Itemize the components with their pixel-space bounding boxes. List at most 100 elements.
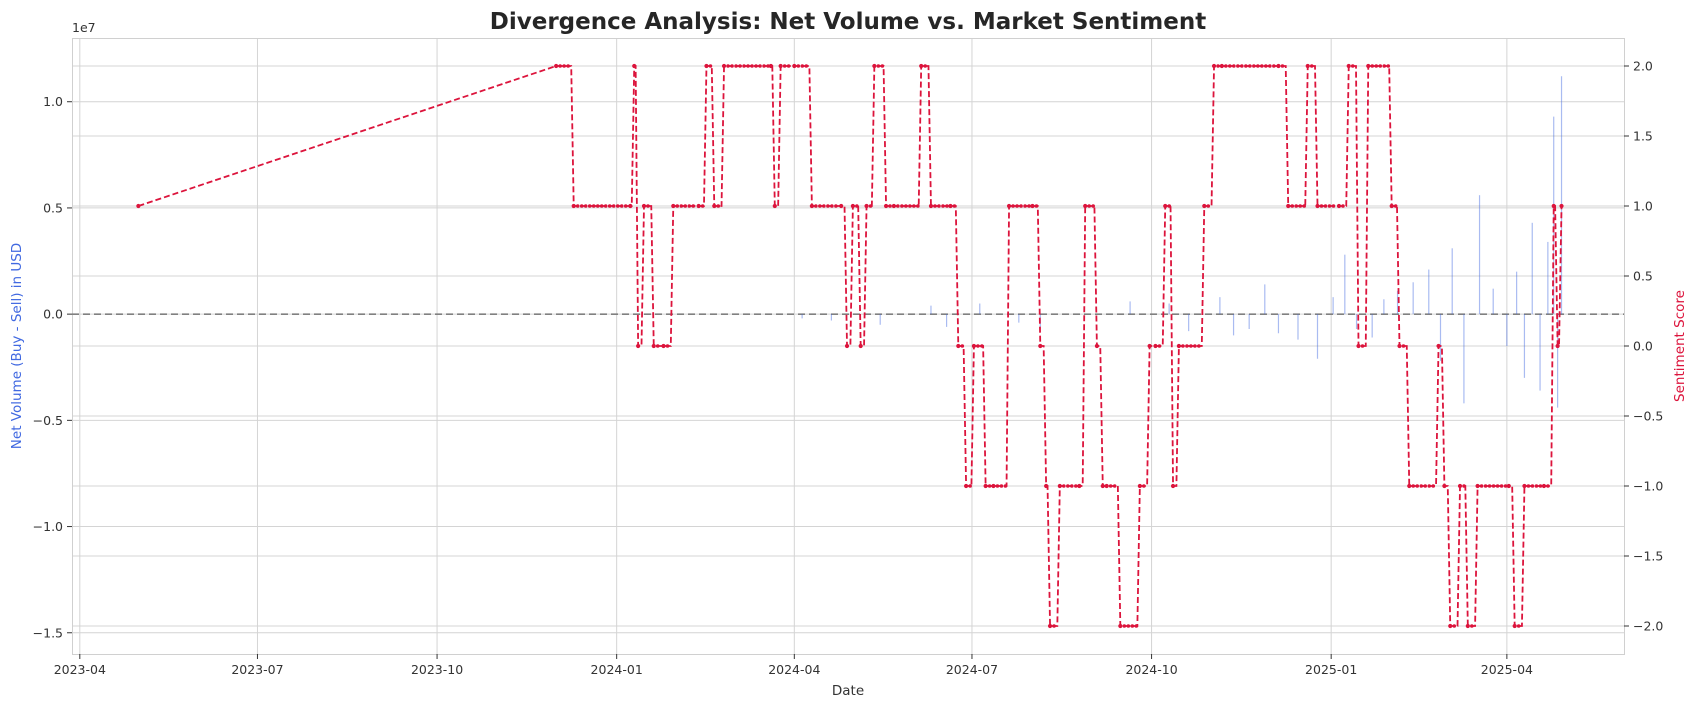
sentiment-point (818, 204, 822, 208)
sentiment-point (632, 63, 637, 69)
sentiment-point (826, 204, 830, 208)
sentiment-point (1475, 483, 1480, 489)
x-tick-label: 2024-01 (591, 662, 643, 677)
x-tick-label: 2023-10 (411, 662, 463, 677)
sentiment-point (1260, 64, 1264, 68)
sentiment-point (1495, 484, 1500, 488)
right-tick-label: 1.5 (1633, 129, 1653, 144)
sentiment-point (691, 204, 696, 208)
sentiment-point (980, 344, 984, 348)
sentiment-point (1211, 63, 1217, 69)
sentiment-point (1442, 483, 1447, 489)
sentiment-point (814, 204, 818, 208)
sentiment-point (1457, 483, 1463, 489)
sentiment-point (1298, 204, 1303, 208)
sentiment-point (1360, 344, 1365, 348)
sentiment-point (868, 204, 873, 208)
sentiment-point (1272, 64, 1276, 68)
sentiment-point (1350, 64, 1355, 68)
sentiment-point (1057, 483, 1062, 489)
sentiment-point (1244, 64, 1248, 68)
sentiment-point (758, 64, 762, 68)
sentiment-point (1083, 203, 1088, 209)
sentiment-point (591, 204, 596, 208)
sentiment-point (919, 63, 924, 69)
sentiment-point (1479, 484, 1484, 488)
sentiment-point (1551, 203, 1556, 209)
sentiment-point (136, 203, 141, 209)
sentiment-point (1142, 484, 1146, 488)
sentiment-point (746, 64, 750, 68)
sentiment-point (1167, 204, 1172, 208)
sentiment-point (883, 203, 889, 209)
sentiment-point (1074, 484, 1078, 488)
sentiment-point (987, 484, 992, 488)
sentiment-point (991, 483, 996, 489)
sentiment-point (1534, 484, 1539, 488)
left-tick-label: 0.0 (43, 307, 63, 322)
sentiment-point (956, 343, 961, 349)
sentiment-point (937, 204, 941, 208)
sentiment-point (896, 204, 900, 208)
sentiment-point (1436, 343, 1441, 349)
sentiment-point (834, 204, 838, 208)
sentiment-point (1386, 64, 1391, 68)
sentiment-point (1280, 64, 1285, 68)
sentiment-point (792, 63, 797, 69)
x-tick-label: 2025-01 (1305, 662, 1357, 677)
sentiment-point (976, 344, 980, 348)
sentiment-point (912, 204, 916, 208)
sentiment-point (1066, 484, 1070, 488)
sentiment-point (1559, 203, 1564, 209)
sentiment-point (952, 204, 957, 208)
sentiment-point (1336, 203, 1342, 209)
sentiment-point (1202, 203, 1207, 209)
sentiment-point (1094, 343, 1100, 349)
sentiment-point (1470, 624, 1474, 628)
sentiment-point (1378, 64, 1383, 68)
sentiment-point (1181, 344, 1185, 348)
sentiment-point (687, 204, 692, 208)
sentiment-point (651, 343, 656, 349)
sentiment-point (734, 64, 738, 68)
sentiment-point (1555, 343, 1560, 349)
sentiment-point (1319, 204, 1324, 208)
sentiment-point (1216, 64, 1220, 68)
sentiment-point (1224, 64, 1228, 68)
sentiment-point (1134, 624, 1139, 628)
sentiment-point (1341, 204, 1345, 208)
sentiment-point (1389, 203, 1394, 209)
sentiment-point (611, 204, 616, 208)
sentiment-point (1286, 203, 1291, 209)
sentiment-point (1256, 64, 1260, 68)
sentiment-point (762, 64, 766, 68)
sentiment-point (1374, 64, 1379, 68)
sentiment-point (1104, 483, 1109, 489)
sentiment-point (1147, 343, 1152, 349)
sentiment-point (1153, 343, 1158, 349)
x-tick-label: 2024-04 (768, 662, 820, 677)
right-tick-label: −1.5 (1633, 549, 1663, 564)
sentiment-point (1541, 483, 1547, 489)
sentiment-point (766, 64, 770, 68)
sentiment-point (623, 204, 628, 208)
sentiment-point (1411, 484, 1416, 488)
sentiment-point (1137, 483, 1142, 489)
sentiment-point (700, 204, 705, 208)
sentiment-point (1462, 484, 1466, 488)
sentiment-point (1189, 344, 1193, 348)
sentiment-point (665, 344, 670, 348)
right-axis-label: Sentiment Score (1672, 290, 1688, 402)
sentiment-point (754, 64, 758, 68)
sentiment-point (1264, 64, 1268, 68)
sentiment-point (742, 64, 746, 68)
sentiment-point (1331, 204, 1336, 208)
sentiment-point (960, 344, 965, 348)
sentiment-point (1290, 204, 1295, 208)
left-axis-offset-text: 1e7 (72, 20, 96, 35)
sentiment-point (1506, 483, 1511, 489)
sentiment-point (1305, 63, 1310, 69)
sentiment-point (782, 64, 787, 68)
sentiment-point (995, 484, 1000, 488)
sentiment-point (1019, 204, 1023, 208)
